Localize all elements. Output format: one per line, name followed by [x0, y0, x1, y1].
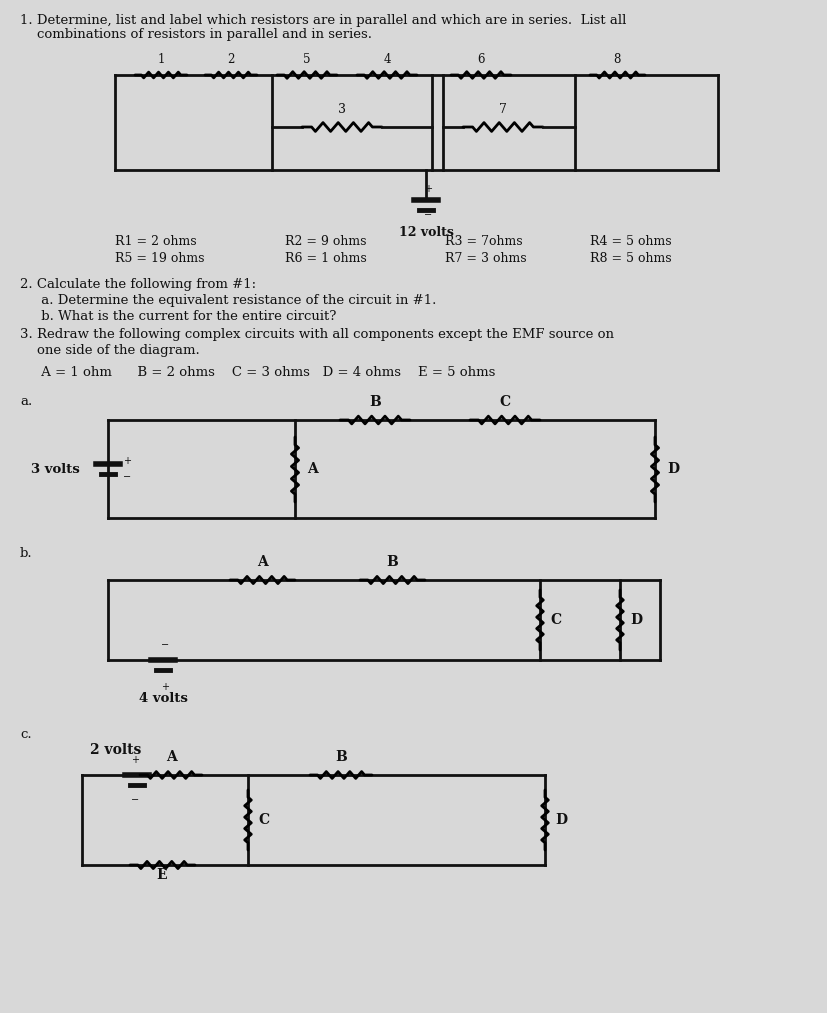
Text: A = 1 ohm      B = 2 ohms    C = 3 ohms   D = 4 ohms    E = 5 ohms: A = 1 ohm B = 2 ohms C = 3 ohms D = 4 oh… — [20, 366, 495, 379]
Text: R4 = 5 ohms: R4 = 5 ohms — [590, 235, 671, 248]
Text: a.: a. — [20, 395, 32, 408]
Text: 4 volts: 4 volts — [138, 692, 187, 705]
Text: −: − — [123, 472, 131, 482]
Text: 1: 1 — [157, 53, 165, 66]
Text: E: E — [156, 868, 167, 882]
Text: 2 volts: 2 volts — [90, 743, 141, 757]
Text: one side of the diagram.: one side of the diagram. — [20, 344, 199, 357]
Text: 12 volts: 12 volts — [398, 226, 453, 239]
Text: 2. Calculate the following from #1:: 2. Calculate the following from #1: — [20, 278, 256, 291]
Text: B: B — [369, 395, 380, 409]
Text: R1 = 2 ohms: R1 = 2 ohms — [115, 235, 196, 248]
Text: 8: 8 — [613, 53, 620, 66]
Text: A: A — [307, 462, 318, 476]
Text: B: B — [385, 555, 398, 569]
Text: B: B — [335, 750, 347, 764]
Text: 4: 4 — [383, 53, 390, 66]
Text: 5: 5 — [303, 53, 310, 66]
Text: +: + — [123, 456, 131, 466]
Text: −: − — [160, 640, 169, 650]
Text: R8 = 5 ohms: R8 = 5 ohms — [590, 252, 671, 265]
Text: 7: 7 — [499, 103, 506, 116]
Text: a. Determine the equivalent resistance of the circuit in #1.: a. Determine the equivalent resistance o… — [20, 294, 436, 307]
Text: D: D — [667, 462, 678, 476]
Text: +: + — [423, 184, 432, 194]
Text: R3 = 7ohms: R3 = 7ohms — [444, 235, 522, 248]
Text: 2: 2 — [227, 53, 234, 66]
Text: −: − — [423, 210, 432, 220]
Text: A: A — [165, 750, 176, 764]
Text: 6: 6 — [476, 53, 484, 66]
Text: R5 = 19 ohms: R5 = 19 ohms — [115, 252, 204, 265]
Text: R7 = 3 ohms: R7 = 3 ohms — [444, 252, 526, 265]
Text: 3 volts: 3 volts — [31, 463, 80, 475]
Text: C: C — [258, 813, 269, 827]
Text: A: A — [256, 555, 267, 569]
Text: C: C — [499, 395, 510, 409]
Text: combinations of resistors in parallel and in series.: combinations of resistors in parallel an… — [20, 28, 371, 41]
Text: −: − — [131, 795, 139, 805]
Text: c.: c. — [20, 728, 31, 741]
Text: R6 = 1 ohms: R6 = 1 ohms — [284, 252, 366, 265]
Text: 3. Redraw the following complex circuits with all components except the EMF sour: 3. Redraw the following complex circuits… — [20, 328, 614, 341]
Text: +: + — [160, 682, 169, 692]
Text: D: D — [629, 613, 642, 627]
Text: 1. Determine, list and label which resistors are in parallel and which are in se: 1. Determine, list and label which resis… — [20, 14, 625, 27]
Text: C: C — [549, 613, 561, 627]
Text: b.: b. — [20, 547, 32, 560]
Text: 3: 3 — [337, 103, 346, 116]
Text: R2 = 9 ohms: R2 = 9 ohms — [284, 235, 366, 248]
Text: D: D — [554, 813, 566, 827]
Text: +: + — [131, 755, 139, 765]
Text: b. What is the current for the entire circuit?: b. What is the current for the entire ci… — [20, 310, 336, 323]
